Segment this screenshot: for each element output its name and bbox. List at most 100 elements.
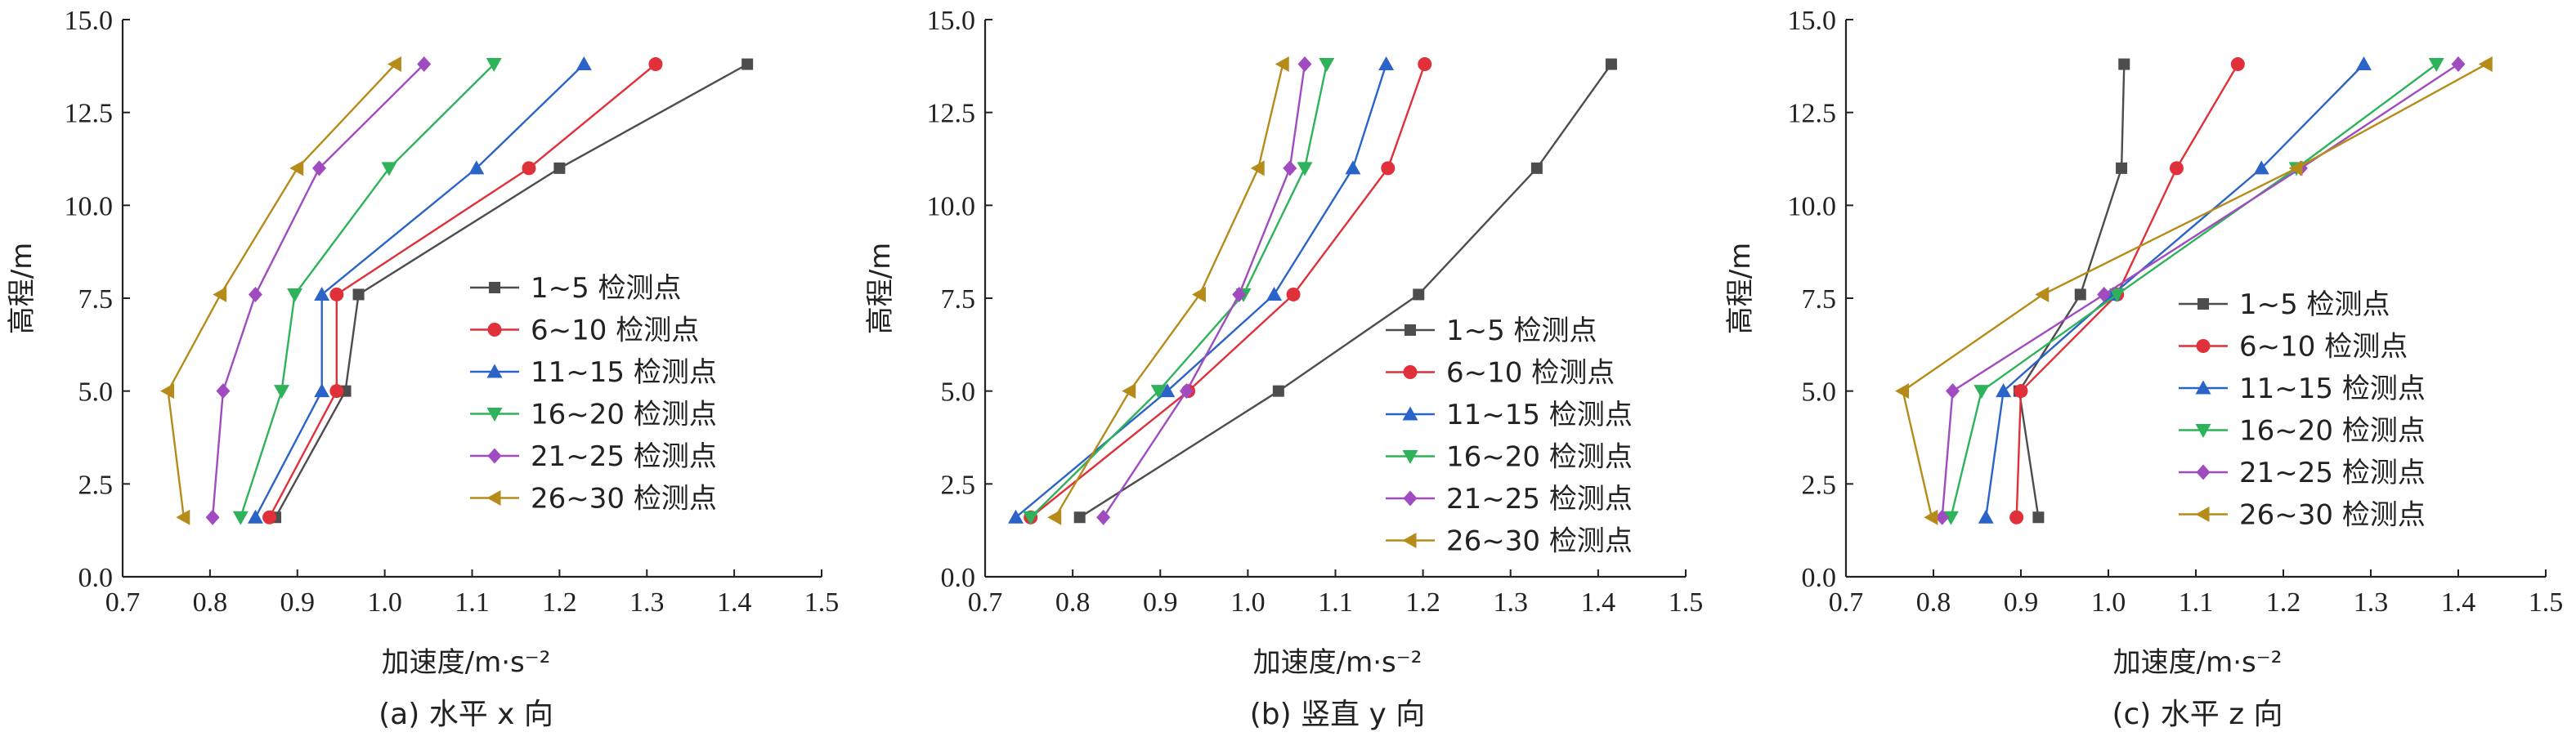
data-point <box>205 509 220 525</box>
legend-marker <box>1403 365 1418 379</box>
data-point <box>2032 511 2045 524</box>
data-point <box>2009 510 2024 525</box>
panel-c-ylabel: 高程/m <box>1724 243 1757 335</box>
legend-label: 16~20 检测点 <box>531 399 717 431</box>
x-tick-label: 1.3 <box>1494 587 1529 618</box>
data-point <box>1297 56 1312 73</box>
y-tick-label: 5.0 <box>1802 377 1837 408</box>
data-point <box>289 160 304 176</box>
y-tick-label: 2.5 <box>1802 470 1837 500</box>
data-point <box>2451 56 2466 73</box>
data-point <box>2014 384 2028 399</box>
data-point <box>1946 383 1960 400</box>
y-tick-label: 10.0 <box>927 191 976 221</box>
legend-marker <box>2197 298 2209 310</box>
legend-marker <box>486 408 503 422</box>
data-point <box>1266 286 1283 301</box>
data-point <box>2478 56 2493 73</box>
data-point <box>1047 509 1062 525</box>
x-tick-label: 0.8 <box>1916 587 1951 618</box>
data-point <box>2035 286 2050 302</box>
data-point <box>1942 511 1959 525</box>
y-tick-label: 2.5 <box>78 470 114 500</box>
data-point <box>176 509 190 525</box>
data-point <box>232 511 249 525</box>
data-point <box>1191 286 1206 302</box>
y-tick-label: 15.0 <box>927 6 976 36</box>
legend-label: 16~20 检测点 <box>2239 415 2426 448</box>
data-point <box>1418 57 1432 72</box>
legend-label: 11~15 检测点 <box>531 356 717 389</box>
data-point <box>248 286 262 302</box>
data-point <box>1605 58 1617 70</box>
legend-label: 6~10 检测点 <box>2239 331 2408 364</box>
x-tick-label: 0.9 <box>280 587 316 618</box>
data-point <box>741 58 754 70</box>
x-tick-label: 1.5 <box>2529 587 2564 618</box>
x-tick-label: 0.7 <box>968 587 1003 618</box>
x-tick-label: 1.2 <box>1405 587 1440 618</box>
legend-marker <box>486 490 501 506</box>
legend-label: 11~15 检测点 <box>1446 399 1633 431</box>
y-tick-label: 7.5 <box>1802 284 1837 315</box>
data-point <box>2074 288 2086 301</box>
data-point <box>262 510 277 525</box>
y-tick-label: 2.5 <box>941 470 976 500</box>
x-tick-label: 0.9 <box>1143 587 1178 618</box>
data-point <box>329 287 344 301</box>
x-tick-label: 0.7 <box>105 587 141 618</box>
legend-marker <box>487 323 502 337</box>
x-tick-label: 1.0 <box>1230 587 1266 618</box>
legend-label: 26~30 检测点 <box>2239 499 2426 532</box>
data-point <box>468 160 485 175</box>
x-tick-label: 1.5 <box>804 587 840 618</box>
data-point <box>1297 162 1313 176</box>
data-point <box>2288 160 2303 176</box>
legend-marker <box>2195 424 2211 438</box>
data-point <box>314 286 330 301</box>
y-tick-label: 0.0 <box>78 563 114 593</box>
data-point <box>1150 385 1167 400</box>
data-point <box>1413 288 1425 301</box>
data-point <box>216 383 231 400</box>
data-point <box>1924 509 1938 525</box>
legend-marker <box>487 448 502 464</box>
legend-label: 26~30 检测点 <box>531 483 717 516</box>
y-tick-label: 0.0 <box>1802 563 1837 593</box>
legend-marker <box>1403 490 1418 507</box>
data-point <box>1978 509 1994 524</box>
series-line <box>211 63 425 518</box>
panel-b: (b) 竖直 y 向 加速度/m·s⁻² 高程/m 0.7 0.8 0.9 1.0 1.… <box>864 6 1703 731</box>
legend-label: 21~25 检测点 <box>2239 457 2426 489</box>
panel-c-xlabel: 加速度/m·s⁻² <box>2113 646 2283 679</box>
legend-label: 1~5 检测点 <box>1446 315 1597 347</box>
data-point <box>2097 286 2112 302</box>
data-point <box>311 160 326 176</box>
data-point <box>213 286 227 302</box>
data-point <box>287 288 303 302</box>
panel-a-caption: (a) 水平 x 向 <box>379 698 553 731</box>
legend-label: 26~30 检测点 <box>1446 525 1633 558</box>
data-point <box>1023 511 1039 525</box>
panel-c: (c) 水平 z 向 加速度/m·s⁻² 高程/m 0.7 0.8 0.9 1.0 1.… <box>1724 6 2563 731</box>
data-point <box>2428 58 2444 73</box>
data-point <box>160 383 175 400</box>
legend-marker <box>486 364 503 378</box>
legend-label: 6~10 检测点 <box>531 315 699 347</box>
data-point <box>1935 509 1950 525</box>
data-point <box>1286 287 1301 301</box>
data-point <box>381 162 397 176</box>
panel-b-caption: (b) 竖直 y 向 <box>1250 698 1426 731</box>
data-point <box>486 58 502 73</box>
data-point <box>1007 509 1024 524</box>
panel-c-caption: (c) 水平 z 向 <box>2112 698 2283 731</box>
series-line <box>1029 64 1328 519</box>
x-tick-label: 0.9 <box>2004 587 2039 618</box>
data-point <box>247 509 263 524</box>
x-tick-label: 1.1 <box>1318 587 1353 618</box>
legend-marker <box>1402 450 1418 464</box>
y-tick-label: 7.5 <box>78 284 114 315</box>
data-point <box>352 288 365 301</box>
y-tick-label: 12.5 <box>65 99 114 129</box>
panel-a-ylabel: 高程/m <box>6 243 38 335</box>
